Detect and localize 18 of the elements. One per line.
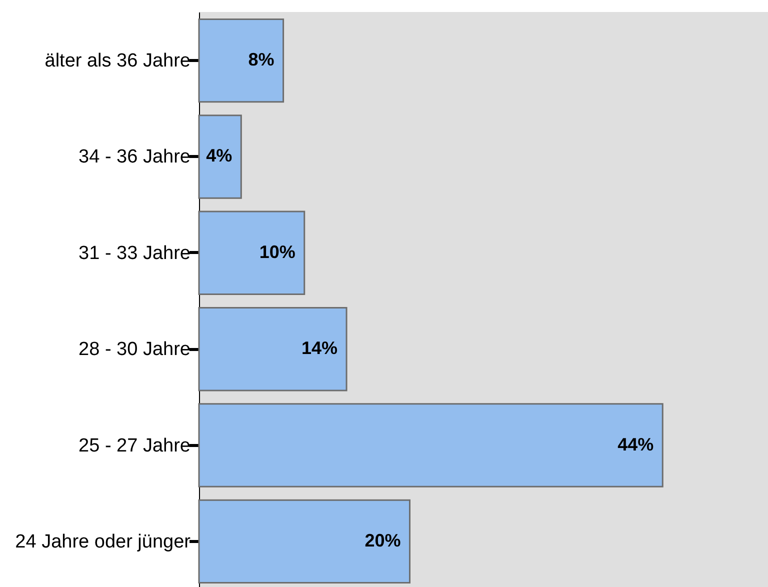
data-label: 8% [248, 50, 274, 70]
bar [198, 403, 664, 488]
bar [198, 114, 242, 199]
y-tick-label: 28 - 30 Jahre [78, 339, 190, 360]
data-label: 14% [301, 338, 338, 358]
bar [198, 499, 410, 584]
data-label: 20% [364, 530, 401, 550]
bar [198, 210, 306, 296]
bar [198, 306, 348, 392]
data-label: 10% [259, 242, 296, 262]
y-tick-label: 31 - 33 Jahre [78, 242, 190, 264]
y-tick-label: 24 Jahre oder jünger [15, 531, 192, 552]
bar [198, 18, 284, 103]
y-tick-label: 25 - 27 Jahre [78, 435, 190, 456]
y-tick-label: älter als 36 Jahre [44, 50, 190, 72]
data-label: 44% [618, 434, 654, 454]
data-label: 4% [206, 146, 232, 166]
y-tick-label: 34 - 36 Jahre [78, 146, 190, 168]
